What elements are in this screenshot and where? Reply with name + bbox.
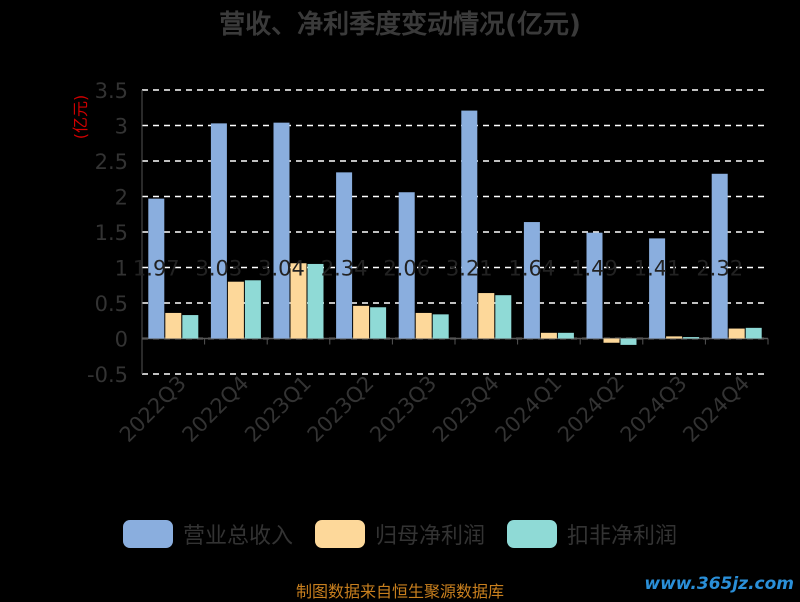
bar-deducted-profit — [683, 337, 700, 339]
data-label: 1.97 — [133, 257, 180, 281]
data-label: 2.06 — [383, 257, 430, 281]
bar-revenue — [398, 192, 415, 339]
bar-revenue — [273, 122, 290, 339]
data-label: 2.34 — [321, 257, 368, 281]
y-tick-label: 3.5 — [95, 79, 128, 103]
y-tick-label: 2 — [115, 186, 128, 210]
bar-deducted-profit — [620, 338, 637, 345]
bar-net-profit — [478, 293, 495, 339]
data-label: 3.03 — [196, 257, 243, 281]
bar-deducted-profit — [745, 327, 762, 339]
legend-swatch-revenue — [122, 520, 173, 548]
watermark: www.365jz.com — [644, 574, 794, 594]
x-tick-label: 2024Q4 — [678, 371, 754, 447]
bar-net-profit — [415, 312, 432, 339]
chart-title: 营收、净利季度变动情况(亿元) — [219, 10, 581, 40]
y-tick-label: 0.5 — [95, 292, 128, 316]
bar-deducted-profit — [557, 332, 574, 339]
bar-net-profit — [165, 312, 182, 339]
y-axis-unit-label: (亿元) — [71, 95, 90, 140]
bar-revenue — [711, 173, 728, 339]
x-tick-label: 2024Q3 — [616, 371, 692, 447]
bar-deducted-profit — [370, 307, 387, 339]
data-label: 3.04 — [258, 257, 305, 281]
bar-net-profit — [728, 328, 745, 339]
x-tick-label: 2023Q1 — [240, 371, 316, 447]
y-tick-label: 0 — [115, 328, 128, 352]
legend-item-deducted-profit[interactable]: 扣非净利润 — [507, 518, 677, 550]
legend-swatch-deducted-profit — [507, 520, 557, 548]
data-label: 1.64 — [509, 257, 556, 281]
bar-deducted-profit — [182, 315, 199, 339]
legend-item-net-profit[interactable]: 归母净利润 — [314, 518, 485, 550]
legend-label-deducted-profit: 扣非净利润 — [567, 524, 678, 549]
x-tick-label: 2023Q4 — [428, 371, 504, 447]
bar-deducted-profit — [244, 280, 261, 339]
legend-swatch-net-profit — [314, 520, 365, 548]
x-tick-label: 2023Q3 — [365, 371, 441, 447]
data-label: 1.41 — [634, 257, 681, 281]
bar-deducted-profit — [307, 263, 324, 339]
bar-net-profit — [603, 338, 620, 343]
bar-revenue — [461, 110, 478, 339]
bar-net-profit — [353, 305, 370, 339]
x-tick-label: 2024Q2 — [553, 371, 629, 447]
bar-net-profit — [227, 281, 244, 339]
bar-net-profit — [540, 332, 557, 339]
bar-deducted-profit — [495, 295, 512, 339]
x-tick-label: 2022Q4 — [178, 371, 254, 447]
legend-item-revenue[interactable]: 营业总收入 — [122, 518, 293, 550]
bar-revenue — [336, 172, 353, 339]
data-label: 2.32 — [696, 257, 743, 281]
y-tick-label: 1 — [115, 257, 128, 281]
legend: 营业总收入 归母净利润 扣非净利润 — [0, 518, 800, 550]
bar-revenue — [649, 238, 666, 339]
legend-label-revenue: 营业总收入 — [182, 524, 293, 549]
x-tick-label: 2024Q1 — [491, 371, 567, 447]
y-tick-label: 1.5 — [95, 221, 128, 245]
bar-net-profit — [290, 263, 307, 339]
bar-deducted-profit — [432, 314, 449, 339]
bar-net-profit — [666, 336, 683, 339]
y-tick-label: -0.5 — [87, 363, 128, 387]
data-label: 3.21 — [446, 257, 493, 281]
bar-revenue — [523, 222, 540, 339]
data-source-note: 制图数据来自恒生聚源数据库 — [295, 582, 504, 601]
legend-label-net-profit: 归母净利润 — [374, 524, 485, 549]
data-label: 1.49 — [571, 257, 618, 281]
y-tick-label: 2.5 — [95, 150, 128, 174]
bar-revenue — [210, 123, 227, 339]
bar-revenue — [148, 198, 165, 339]
bar-revenue — [586, 232, 603, 339]
x-tick-label: 2023Q2 — [303, 371, 379, 447]
y-tick-label: 3 — [115, 115, 128, 139]
